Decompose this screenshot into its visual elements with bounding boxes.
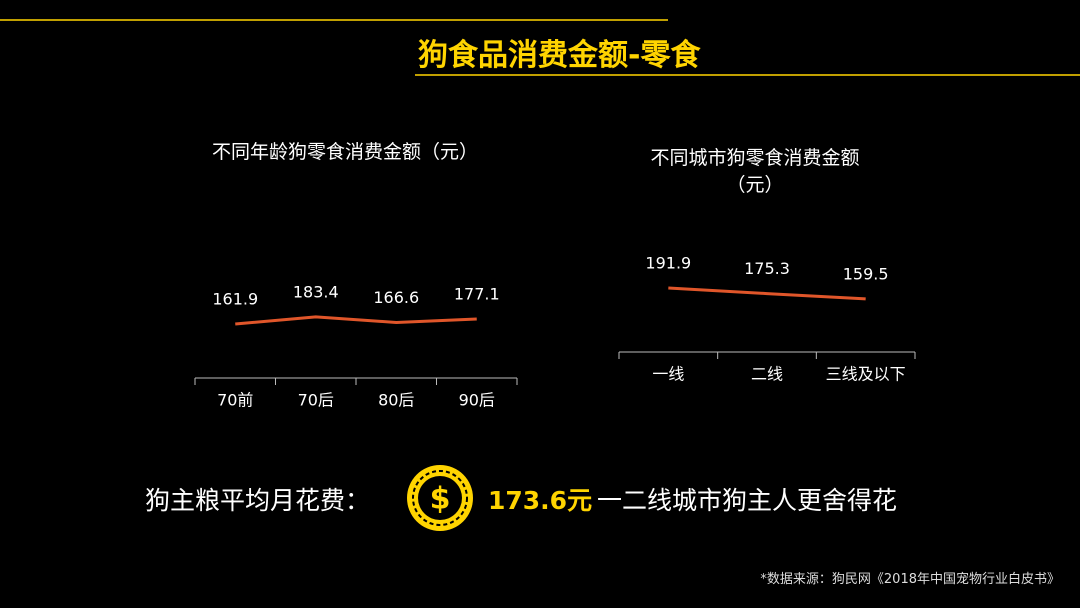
data-label: 159.5	[843, 264, 889, 283]
data-line	[668, 286, 866, 301]
summary-label: 狗主粮平均月花费：	[145, 486, 371, 515]
data-label: 177.1	[454, 284, 500, 303]
chart-title: 不同年龄狗零食消费金额（元）	[211, 141, 478, 163]
data-line	[235, 315, 477, 326]
data-label: 191.9	[645, 254, 691, 273]
data-label: 166.6	[373, 288, 419, 307]
data-label: 175.3	[744, 259, 790, 278]
slide-title: 狗食品消费金额-零食	[418, 38, 701, 73]
x-tick-label: 70前	[217, 391, 253, 410]
coin-icon: $	[407, 465, 473, 531]
x-tick-label: 90后	[459, 391, 495, 410]
summary-note: 一二线城市狗主人更舍得花	[597, 486, 898, 515]
x-tick-label: 70后	[298, 391, 334, 410]
x-tick-label: 一线	[652, 365, 684, 384]
x-tick-label: 三线及以下	[826, 365, 906, 384]
x-tick-label: 80后	[378, 391, 414, 410]
data-label: 183.4	[293, 282, 339, 301]
chart-title: 不同城市狗零食消费金额（元）	[650, 147, 860, 196]
x-tick-label: 二线	[751, 365, 783, 384]
source-note: *数据来源：狗民网《2018年中国宠物行业白皮书》	[760, 572, 1060, 587]
svg-text:$: $	[430, 482, 451, 517]
data-label: 161.9	[212, 290, 258, 309]
summary-value: 173.6元	[488, 486, 593, 515]
